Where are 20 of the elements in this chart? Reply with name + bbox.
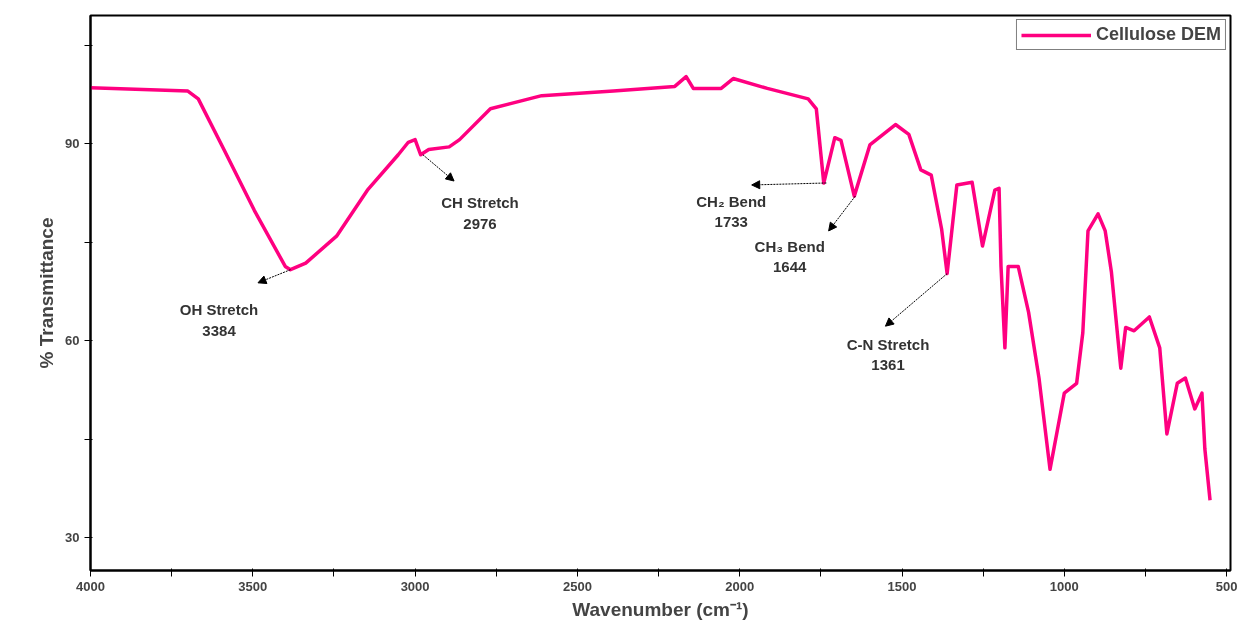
x-tick-label: 500 [1215, 578, 1238, 594]
y-tick-label: 30 [65, 530, 80, 546]
x-tick-label: 3500 [238, 578, 268, 594]
y-tick-label: 90 [65, 136, 80, 152]
x-tick-label: 2500 [562, 578, 592, 594]
x-tick-label: 1000 [1049, 578, 1079, 594]
x-tick-label: 1500 [887, 578, 917, 594]
x-tick-label: 3000 [400, 578, 430, 594]
y-axis-title: % Transmittance [36, 217, 58, 369]
annotation: CH₂ Bend 1733 [696, 192, 767, 231]
x-tick-label: 2000 [725, 578, 755, 594]
legend-label: Cellulose DEM [1095, 24, 1221, 45]
y-tick-label: 60 [65, 333, 80, 349]
x-axis-title: Wavenumber (cm⁻¹) [572, 598, 749, 620]
annotation: CH Stretch 2976 [441, 194, 519, 232]
annotation: OH Stretch 3384 [179, 301, 259, 339]
line-series [90, 74, 1212, 502]
annotation: C-N Stretch 1361 [846, 336, 930, 374]
x-tick-label: 4000 [76, 578, 105, 594]
annotation: CH₃ Bend 1644 [754, 237, 825, 275]
